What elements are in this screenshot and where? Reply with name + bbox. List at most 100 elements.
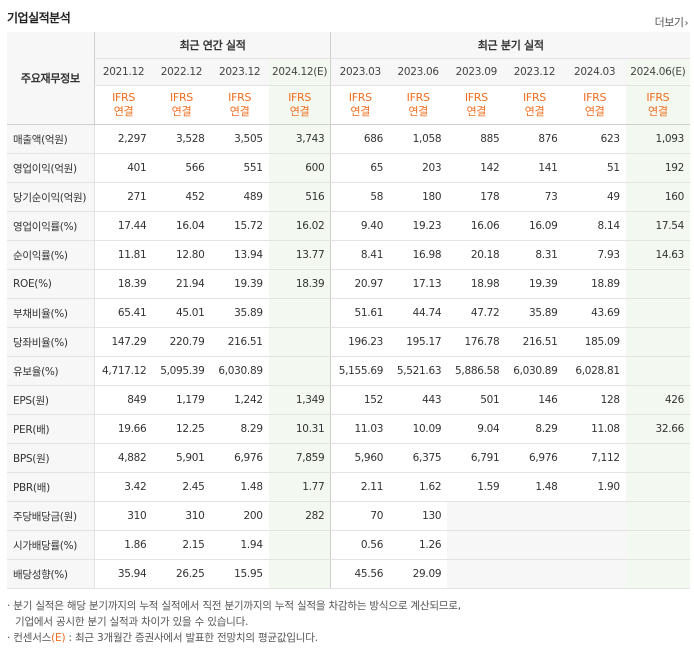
- table-row: 당좌비율(%) 147.29 220.79 216.51 196.23 195.17 176…: [7, 327, 690, 357]
- value-cell: 35.89: [505, 298, 564, 328]
- value-cell: 1.48: [505, 472, 564, 502]
- value-cell: 4,882: [93, 443, 153, 473]
- value-cell: 73: [505, 182, 564, 212]
- value-cell: 1,093: [625, 124, 690, 154]
- value-cell: 65: [330, 153, 390, 183]
- value-cell: 516: [268, 182, 331, 212]
- basis-consolidated: 연결: [648, 105, 668, 118]
- value-cell: 1.48: [210, 472, 269, 502]
- value-cell: 501: [447, 385, 506, 415]
- section-title: 기업실적분석: [7, 11, 71, 25]
- footnote-1: · 분기 실적은 해당 분기까지의 누적 실적에서 직전 분기까지의 누적 실적…: [7, 600, 461, 612]
- value-cell: 7.93: [563, 240, 626, 270]
- basis-consolidated: 연결: [171, 105, 192, 118]
- quarter-group-header: 최근 분기 실적: [330, 32, 690, 59]
- value-cell: 10.09: [389, 414, 448, 444]
- value-cell: 310: [152, 501, 211, 531]
- basis-header: IFRS 연결: [447, 85, 506, 125]
- basis-header: IFRS 연결: [505, 85, 564, 125]
- value-cell: [447, 530, 506, 560]
- period-header: 2024.03: [563, 58, 626, 86]
- basis-consolidated: 연결: [524, 105, 545, 118]
- more-link[interactable]: 더보기›: [655, 14, 689, 30]
- basis-consolidated: 연결: [289, 105, 310, 118]
- value-cell: 566: [152, 153, 211, 183]
- value-cell: 160: [625, 182, 690, 212]
- value-cell: 7,859: [268, 443, 331, 473]
- basis-ifrs: IFRS: [583, 91, 607, 104]
- period-header: 2021.12: [93, 58, 153, 86]
- value-cell: 1,349: [268, 385, 331, 415]
- value-cell: 12.25: [152, 414, 211, 444]
- value-cell: 16.06: [447, 211, 506, 241]
- value-cell: 19.66: [93, 414, 153, 444]
- row-label: 부채비율(%): [7, 298, 95, 328]
- row-label: 시가배당률(%): [7, 530, 95, 560]
- value-cell: 885: [447, 124, 506, 154]
- value-cell: 26.25: [152, 559, 211, 589]
- basis-header: IFRS 연결: [210, 85, 269, 125]
- period-header: 2022.12: [152, 58, 211, 86]
- value-cell: 43.69: [563, 298, 626, 328]
- value-cell: 5,521.63: [389, 356, 448, 386]
- value-cell: 452: [152, 182, 211, 212]
- basis-header: IFRS 연결: [563, 85, 626, 125]
- value-cell: 17.44: [93, 211, 153, 241]
- row-label: 영업이익(억원): [7, 153, 95, 183]
- value-cell: 623: [563, 124, 626, 154]
- value-cell: 13.94: [210, 240, 269, 270]
- basis-consolidated: 연결: [584, 105, 605, 118]
- table-row: 주당배당금(원) 310 310 200 282 70 130: [7, 501, 690, 531]
- basis-header: IFRS 연결: [152, 85, 211, 125]
- basis-ifrs: IFRS: [348, 91, 372, 104]
- annual-group-header: 최근 연간 실적: [93, 32, 331, 59]
- value-cell: 2.15: [152, 530, 211, 560]
- value-cell: 16.98: [389, 240, 448, 270]
- value-cell: 1.94: [210, 530, 269, 560]
- value-cell: 47.72: [447, 298, 506, 328]
- value-cell: 45.56: [330, 559, 390, 589]
- value-cell: [268, 530, 331, 560]
- value-cell: 17.54: [625, 211, 690, 241]
- value-cell: 1.62: [389, 472, 448, 502]
- value-cell: 600: [268, 153, 331, 183]
- period-header: 2023.06: [389, 58, 448, 86]
- value-cell: 142: [447, 153, 506, 183]
- value-cell: 176.78: [447, 327, 506, 357]
- value-cell: 3.42: [93, 472, 153, 502]
- basis-consolidated: 연결: [229, 105, 250, 118]
- value-cell: 9.40: [330, 211, 390, 241]
- value-cell: 21.94: [152, 269, 211, 299]
- value-cell: 1,242: [210, 385, 269, 415]
- value-cell: 146: [505, 385, 564, 415]
- chevron-right-icon: ›: [684, 18, 689, 29]
- row-label: EPS(원): [7, 385, 95, 415]
- value-cell: 2.45: [152, 472, 211, 502]
- value-cell: 203: [389, 153, 448, 183]
- value-cell: 32.66: [625, 414, 690, 444]
- value-cell: [625, 298, 690, 328]
- table-row: PER(배) 19.66 12.25 8.29 10.31 11.03 10.09 9.04 8…: [7, 414, 690, 444]
- value-cell: 1.59: [447, 472, 506, 502]
- value-cell: [268, 327, 331, 357]
- value-cell: 282: [268, 501, 331, 531]
- value-cell: [505, 501, 564, 531]
- basis-consolidated: 연결: [466, 105, 487, 118]
- value-cell: 8.29: [505, 414, 564, 444]
- value-cell: 141: [505, 153, 564, 183]
- value-cell: 18.89: [563, 269, 626, 299]
- footnotes: · 분기 실적은 해당 분기까지의 누적 실적에서 직전 분기까지의 누적 실적…: [7, 598, 461, 646]
- value-cell: 16.04: [152, 211, 211, 241]
- table-row: BPS(원) 4,882 5,901 6,976 7,859 5,960 6,375 6,79…: [7, 443, 690, 473]
- value-cell: 185.09: [563, 327, 626, 357]
- value-cell: 5,886.58: [447, 356, 506, 386]
- value-cell: [268, 559, 331, 589]
- value-cell: [625, 356, 690, 386]
- basis-ifrs: IFRS: [288, 91, 312, 104]
- value-cell: 11.81: [93, 240, 153, 270]
- value-cell: 13.77: [268, 240, 331, 270]
- value-cell: 6,976: [210, 443, 269, 473]
- period-header: 2023.12: [210, 58, 269, 86]
- value-cell: 6,028.81: [563, 356, 626, 386]
- value-cell: 180: [389, 182, 448, 212]
